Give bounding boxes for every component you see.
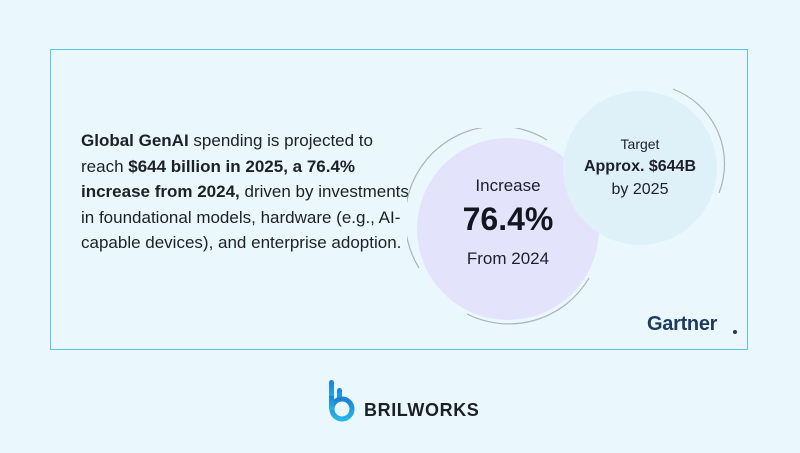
target-value: Approx. $644B — [583, 158, 697, 175]
brand-name: BRILWORKS — [364, 400, 480, 420]
target-subtitle: by 2025 — [611, 181, 669, 198]
target-label: Target — [620, 136, 660, 152]
increase-label: Increase — [475, 176, 541, 195]
stat-text-part: Global GenAI — [81, 131, 189, 150]
stat-card: Global GenAI spending is projected to re… — [50, 49, 748, 350]
stat-text-part: spending is projected to reach — [81, 131, 373, 176]
stat-text-part: $644 billion in 2025, a 76.4% increase f… — [81, 156, 356, 202]
stat-description: Global GenAI spending is projected to re… — [81, 128, 411, 256]
gartner-logo: Gartner — [647, 313, 718, 335]
stat-text-part: driven by investments in foundational mo… — [81, 182, 409, 252]
increase-subtitle: From 2024 — [466, 249, 550, 268]
brilworks-logo-icon — [329, 380, 355, 422]
increase-value: 76.4% — [462, 201, 554, 237]
gartner-logo-dot — [733, 330, 737, 334]
